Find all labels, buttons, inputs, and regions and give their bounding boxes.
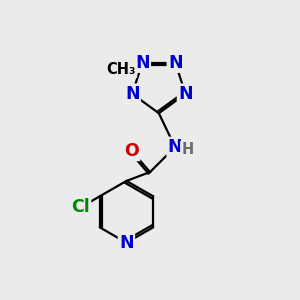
Text: N: N [168,138,182,156]
Text: Cl: Cl [71,198,90,216]
Text: N: N [135,54,150,72]
Text: N: N [178,85,193,103]
Text: O: O [124,142,139,160]
Text: N: N [119,234,134,252]
Text: CH₃: CH₃ [107,62,136,77]
Text: H: H [181,142,194,157]
Text: N: N [125,85,140,103]
Text: N: N [168,54,183,72]
